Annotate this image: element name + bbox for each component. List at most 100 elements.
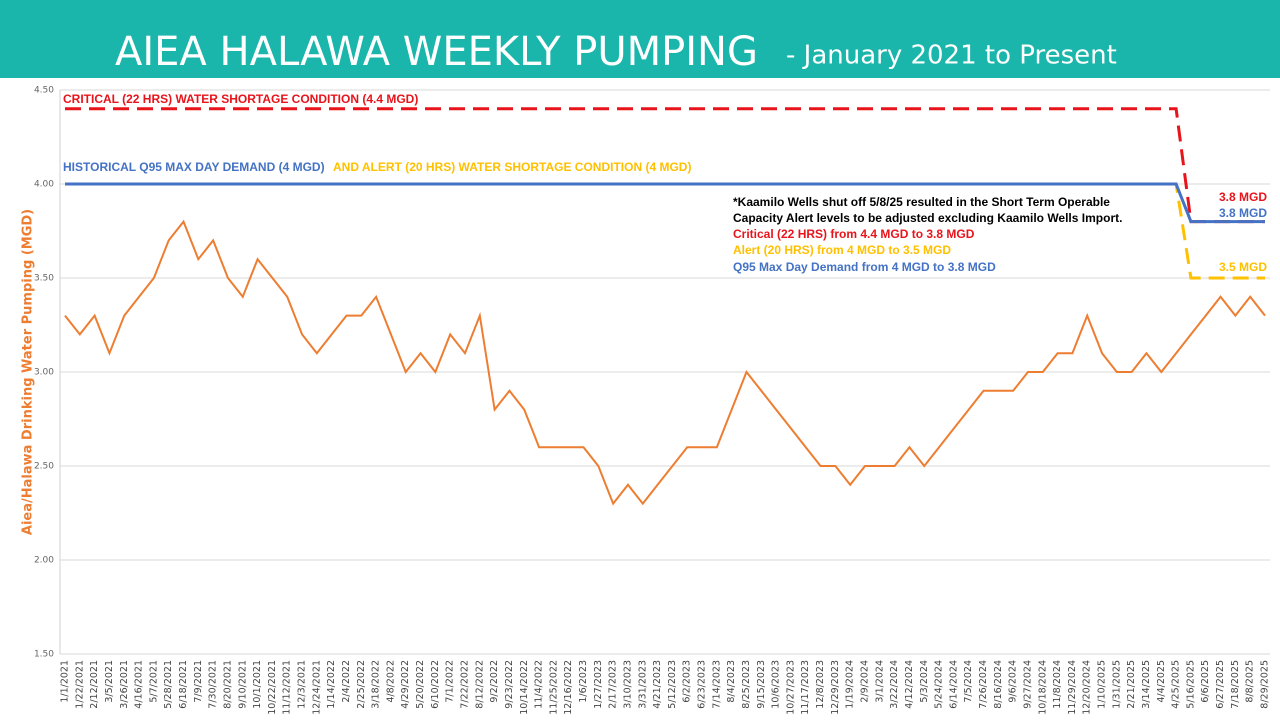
x-tick-label: 1/19/2024 <box>845 660 856 709</box>
x-tick-label: 9/15/2023 <box>756 660 767 709</box>
x-tick-label: 11/4/2022 <box>534 660 545 709</box>
x-tick-label: 1/10/2025 <box>1097 660 1108 709</box>
x-tick-label: 12/29/2023 <box>830 660 841 715</box>
x-tick-label: 10/27/2023 <box>785 660 796 715</box>
x-tick-label: 3/18/2022 <box>371 660 382 709</box>
x-tick-label: 6/2/2023 <box>682 660 693 703</box>
annotation: 3.8 MGD <box>1219 190 1267 204</box>
x-tick-label: 8/8/2025 <box>1245 660 1256 703</box>
x-tick-label: 8/25/2023 <box>741 660 752 709</box>
x-tick-label: 7/30/2021 <box>208 660 219 709</box>
y-tick-label: 1.50 <box>34 650 54 660</box>
annotation: HISTORICAL Q95 MAX DAY DEMAND (4 MGD) <box>63 160 325 174</box>
x-tick-label: 2/17/2023 <box>608 660 619 709</box>
x-tick-label: 3/14/2025 <box>1141 660 1152 709</box>
y-tick-label: 2.00 <box>34 556 54 566</box>
x-tick-label: 8/29/2025 <box>1260 660 1271 709</box>
y-tick-label: 3.50 <box>34 274 54 284</box>
x-tick-label: 10/14/2022 <box>519 660 530 715</box>
y-tick-label: 3.00 <box>34 368 54 378</box>
annotation: Alert (20 HRS) from 4 MGD to 3.5 MGD <box>733 243 951 257</box>
header-band <box>0 0 1280 78</box>
x-tick-label: 11/17/2023 <box>800 660 811 715</box>
x-tick-label: 12/3/2021 <box>297 660 308 709</box>
y-axis-label: Aiea/Halawa Drinking Water Pumping (MGD) <box>21 209 36 535</box>
x-tick-label: 7/9/2021 <box>193 660 204 703</box>
series-line <box>65 182 1265 224</box>
x-tick-label: 12/8/2023 <box>815 660 826 709</box>
x-tick-label: 2/4/2022 <box>341 660 352 703</box>
x-tick-label: 10/6/2023 <box>771 660 782 709</box>
x-tick-label: 1/1/2021 <box>60 660 71 703</box>
x-tick-label: 4/29/2022 <box>400 660 411 709</box>
x-tick-label: 3/31/2023 <box>637 660 648 709</box>
series-line <box>64 219 1266 506</box>
x-tick-label: 12/20/2024 <box>1082 660 1093 715</box>
x-tick-label: 5/24/2024 <box>934 660 945 709</box>
x-tick-label: 4/25/2025 <box>1171 660 1182 709</box>
x-tick-label: 6/18/2021 <box>178 660 189 709</box>
x-tick-label: 4/8/2022 <box>385 660 396 703</box>
x-tick-label: 8/20/2021 <box>222 660 233 709</box>
x-tick-label: 7/14/2023 <box>711 660 722 709</box>
x-tick-label: 9/2/2022 <box>489 660 500 703</box>
series-line <box>65 107 1265 224</box>
annotation: Q95 Max Day Demand from 4 MGD to 3.8 MGD <box>733 260 996 274</box>
x-tick-label: 11/25/2022 <box>548 660 559 715</box>
chart-title: AIEA HALAWA WEEKLY PUMPING <box>115 29 758 75</box>
x-tick-label: 2/25/2022 <box>356 660 367 709</box>
x-tick-label: 12/16/2022 <box>563 660 574 715</box>
x-tick-label: 6/23/2023 <box>697 660 708 709</box>
x-tick-label: 11/12/2021 <box>282 660 293 715</box>
y-tick-label: 4.50 <box>34 86 54 96</box>
x-tick-label: 7/18/2025 <box>1230 660 1241 709</box>
x-tick-label: 3/26/2021 <box>119 660 130 709</box>
annotation: 3.8 MGD <box>1219 206 1267 220</box>
x-tick-label: 1/22/2021 <box>74 660 85 709</box>
x-tick-label: 3/22/2024 <box>889 660 900 709</box>
x-tick-label: 11/8/2024 <box>1052 660 1063 709</box>
x-tick-label: 6/10/2022 <box>430 660 441 709</box>
x-tick-label: 6/14/2024 <box>948 660 959 709</box>
x-tick-label: 9/23/2022 <box>504 660 515 709</box>
x-tick-label: 4/21/2023 <box>652 660 663 709</box>
x-tick-label: 7/22/2022 <box>460 660 471 709</box>
x-tick-label: 7/26/2024 <box>978 660 989 709</box>
x-tick-label: 8/4/2023 <box>726 660 737 703</box>
annotation: Critical (22 HRS) from 4.4 MGD to 3.8 MG… <box>733 227 975 241</box>
x-tick-label: 1/27/2023 <box>593 660 604 709</box>
x-tick-label: 2/12/2021 <box>89 660 100 709</box>
x-tick-label: 4/12/2024 <box>904 660 915 709</box>
x-tick-label: 5/28/2021 <box>163 660 174 709</box>
x-tick-label: 10/18/2024 <box>1037 660 1048 715</box>
annotation: AND ALERT (20 HRS) WATER SHORTAGE CONDIT… <box>333 160 691 174</box>
x-tick-label: 5/16/2025 <box>1185 660 1196 709</box>
x-tick-label: 3/10/2023 <box>622 660 633 709</box>
x-tick-label: 1/14/2022 <box>326 660 337 709</box>
x-tick-label: 6/6/2025 <box>1200 660 1211 703</box>
annotation: CRITICAL (22 HRS) WATER SHORTAGE CONDITI… <box>63 92 418 106</box>
annotation: Capacity Alert levels to be adjusted exc… <box>733 211 1122 225</box>
x-tick-label: 10/22/2021 <box>267 660 278 715</box>
x-tick-label: 2/21/2025 <box>1126 660 1137 709</box>
x-tick-label: 10/1/2021 <box>252 660 263 709</box>
x-tick-label: 7/5/2024 <box>963 660 974 703</box>
x-tick-label: 1/31/2025 <box>1111 660 1122 709</box>
x-tick-label: 4/4/2025 <box>1156 660 1167 703</box>
x-tick-label: 5/20/2022 <box>415 660 426 709</box>
x-tick-label: 3/5/2021 <box>104 660 115 703</box>
x-tick-label: 3/1/2024 <box>874 660 885 703</box>
x-tick-label: 5/3/2024 <box>919 660 930 703</box>
annotation: *Kaamilo Wells shut off 5/8/25 resulted … <box>733 195 1110 209</box>
x-tick-label: 9/27/2024 <box>1022 660 1033 709</box>
x-tick-label: 5/12/2023 <box>667 660 678 709</box>
x-tick-label: 1/6/2023 <box>578 660 589 703</box>
x-tick-label: 7/1/2022 <box>445 660 456 703</box>
x-tick-label: 11/29/2024 <box>1067 660 1078 715</box>
x-tick-label: 8/12/2022 <box>474 660 485 709</box>
annotation: 3.5 MGD <box>1219 260 1267 274</box>
x-tick-label: 9/10/2021 <box>237 660 248 709</box>
y-tick-label: 2.50 <box>34 462 54 472</box>
x-tick-label: 12/24/2021 <box>311 660 322 715</box>
